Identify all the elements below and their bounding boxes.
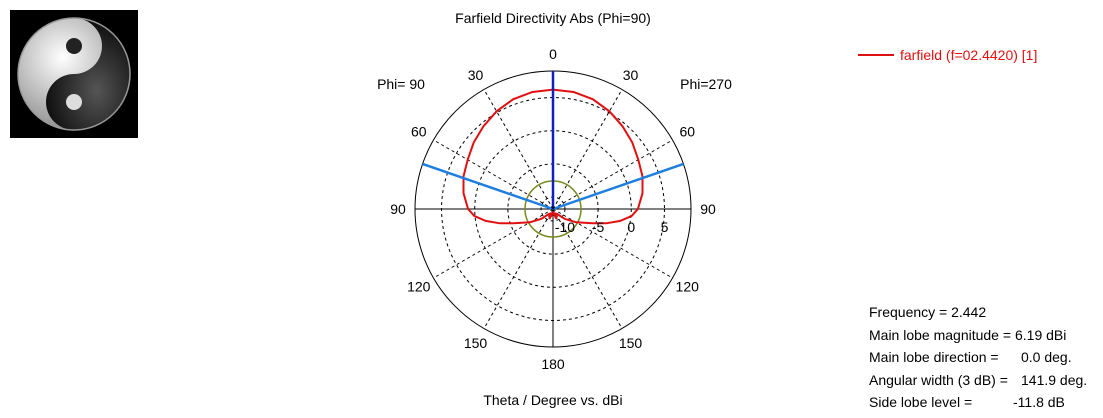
radial-tick-label: -10 xyxy=(555,219,575,235)
phi-right-label: Phi=270 xyxy=(680,76,732,92)
frequency-text: Frequency = 2.442 xyxy=(869,304,987,320)
grid-spoke xyxy=(552,139,673,210)
angle-tick-label: 90 xyxy=(390,201,406,217)
angular-width-label: Angular width (3 dB) = xyxy=(869,371,1008,388)
grid-spoke xyxy=(483,208,554,329)
main-lobe-magnitude-value: 6.19 dBi xyxy=(1015,326,1067,343)
grid-spoke xyxy=(483,89,554,210)
grid-spoke xyxy=(552,208,623,329)
angle-tick-label: 30 xyxy=(468,67,484,83)
info-main-lobe-direction: Main lobe direction = 0.0 deg. xyxy=(869,346,1087,369)
grid-spoke xyxy=(552,89,623,210)
radial-tick-label: 0 xyxy=(627,219,635,235)
yin-yang-logo xyxy=(10,10,138,138)
angle-tick-label: 150 xyxy=(619,335,643,351)
angle-tick-label: 120 xyxy=(676,279,700,295)
legend-label: farfield (f=02.4420) [1] xyxy=(900,47,1038,63)
center-marker: * xyxy=(551,203,556,217)
angular-width-value: 141.9 deg. xyxy=(1021,371,1088,388)
radial-tick-label: 5 xyxy=(661,219,669,235)
angle-tick-label: 90 xyxy=(700,201,716,217)
grid-spoke xyxy=(552,208,673,279)
chart-title: Farfield Directivity Abs (Phi=90) xyxy=(455,10,651,26)
info-panel: Frequency = 2.442 Main lobe magnitude = … xyxy=(869,301,1087,414)
phi-left-label: Phi= 90 xyxy=(377,76,425,92)
angle-tick-label: 0 xyxy=(549,46,557,62)
info-main-lobe-magnitude: Main lobe magnitude = 6.19 dBi xyxy=(869,324,1087,347)
angle-tick-label: 60 xyxy=(679,124,695,140)
legend-swatch xyxy=(858,54,894,56)
main-lobe-magnitude-label: Main lobe magnitude = xyxy=(869,326,1012,343)
angle-tick-label: 30 xyxy=(623,67,639,83)
grid-spoke xyxy=(433,208,554,279)
legend: farfield (f=02.4420) [1] xyxy=(858,47,1037,63)
main-lobe-direction-label: Main lobe direction = xyxy=(869,349,999,365)
info-frequency: Frequency = 2.442 xyxy=(869,301,1087,324)
radial-tick-label: -5 xyxy=(592,219,605,235)
axis-label: Theta / Degree vs. dBi xyxy=(483,392,623,408)
angle-tick-label: 150 xyxy=(464,335,488,351)
side-lobe-value: -11.8 dB xyxy=(1013,394,1065,410)
half-power-line xyxy=(422,162,554,211)
angle-tick-label: 60 xyxy=(411,124,427,140)
main-lobe-direction-value: 0.0 deg. xyxy=(1021,349,1072,365)
angle-tick-label: 180 xyxy=(541,356,565,372)
angle-tick-label: 120 xyxy=(407,279,431,295)
grid-spoke xyxy=(433,139,554,210)
side-lobe-label: Side lobe level = xyxy=(869,394,973,410)
info-side-lobe: Side lobe level = -11.8 dB xyxy=(869,391,1087,414)
half-power-line xyxy=(552,162,684,211)
info-angular-width: Angular width (3 dB) = 141.9 deg. xyxy=(869,369,1087,392)
